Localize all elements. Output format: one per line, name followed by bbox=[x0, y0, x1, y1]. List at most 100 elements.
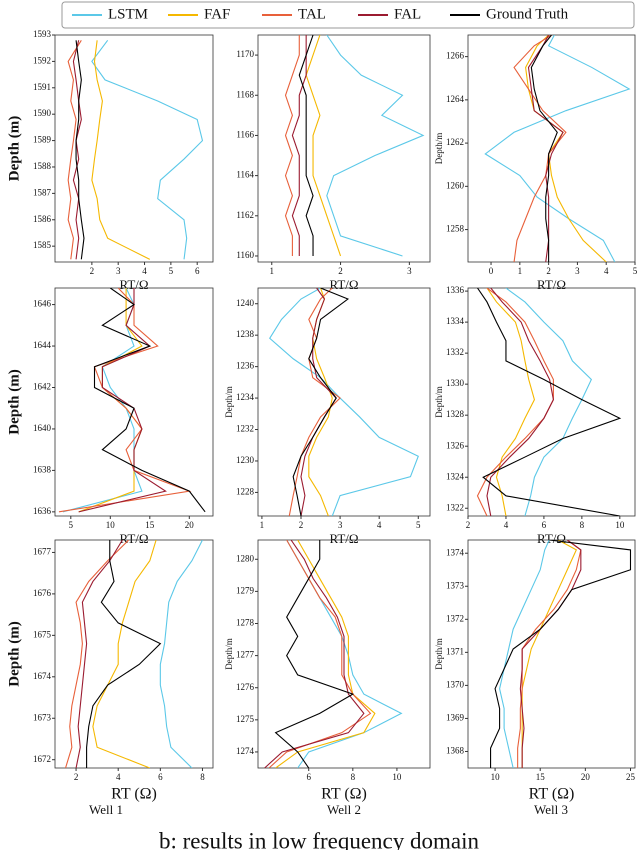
y-tick-label: 1638 bbox=[33, 464, 52, 474]
y-tick-label: 1228 bbox=[236, 486, 255, 496]
series-line bbox=[505, 288, 593, 516]
y-tick-label: 1280 bbox=[236, 553, 255, 563]
series-line bbox=[78, 288, 143, 513]
y-tick-label: 1369 bbox=[446, 712, 465, 722]
y-tick-label: 1326 bbox=[446, 440, 465, 450]
series-line bbox=[78, 288, 167, 513]
x-tick-label: 10 bbox=[392, 772, 402, 782]
y-tick-label: 1588 bbox=[33, 161, 52, 171]
x-axis-label: RT/Ω bbox=[537, 531, 566, 546]
y-tick-label: 1170 bbox=[236, 49, 254, 59]
x-tick-label: 2 bbox=[74, 772, 79, 782]
y-tick-label: 1589 bbox=[33, 135, 52, 145]
x-tick-label: 6 bbox=[306, 772, 311, 782]
x-tick-label: 4 bbox=[142, 266, 147, 276]
x-tick-label: 4 bbox=[377, 520, 382, 530]
well-label: Well 2 bbox=[327, 802, 361, 817]
series-line bbox=[159, 540, 203, 768]
y-tick-label: 1238 bbox=[236, 329, 255, 339]
y-tick-label: 1675 bbox=[33, 629, 52, 639]
y-tick-label: 1275 bbox=[236, 714, 255, 724]
plot-frame bbox=[467, 287, 636, 517]
y-tick-label: 1324 bbox=[446, 471, 465, 481]
y-tick-label: 1640 bbox=[33, 423, 52, 433]
x-tick-label: 4 bbox=[504, 520, 509, 530]
y-tick-label: 1332 bbox=[446, 347, 464, 357]
series-line bbox=[72, 40, 82, 260]
x-tick-label: 6 bbox=[195, 266, 200, 276]
series-line bbox=[484, 35, 631, 262]
y-tick-label: 1278 bbox=[236, 618, 255, 628]
y-tick-label: 1673 bbox=[33, 712, 52, 722]
y-tick-label: 1164 bbox=[236, 170, 254, 180]
y-tick-label: 1260 bbox=[446, 180, 465, 190]
y-tick-label: 1258 bbox=[446, 224, 465, 234]
series-line bbox=[292, 288, 350, 516]
y-tick-label: 1334 bbox=[446, 316, 465, 326]
y-tick-label: 1328 bbox=[446, 409, 465, 419]
y-tick-label: 1232 bbox=[236, 424, 254, 434]
x-tick-label: 4 bbox=[604, 266, 609, 276]
y-axis-label: Depth (m) bbox=[6, 621, 22, 686]
series-line bbox=[62, 288, 143, 513]
legend: LSTM FAF TAL FAL Ground Truth bbox=[72, 6, 569, 22]
x-tick-label: 6 bbox=[158, 772, 163, 782]
y-tick-label: 1677 bbox=[33, 546, 52, 556]
y-tick-label: 1585 bbox=[33, 240, 52, 250]
series-group bbox=[269, 288, 419, 516]
series-line bbox=[519, 540, 582, 768]
y-tick-label: 1162 bbox=[236, 210, 254, 220]
series-line bbox=[517, 540, 582, 768]
series-group bbox=[284, 35, 425, 257]
y-axis-label: Depth/m bbox=[434, 386, 444, 418]
series-group bbox=[65, 540, 203, 768]
legend-label: FAL bbox=[394, 6, 421, 22]
y-tick-label: 1230 bbox=[236, 455, 255, 465]
y-tick-label: 1262 bbox=[446, 137, 464, 147]
x-tick-label: 5 bbox=[633, 266, 638, 276]
y-tick-label: 1274 bbox=[236, 746, 255, 756]
x-axis-label: RT/Ω bbox=[119, 531, 148, 546]
series-group bbox=[484, 35, 631, 262]
series-group bbox=[490, 540, 632, 768]
well-label: Well 1 bbox=[89, 802, 123, 817]
series-line bbox=[521, 540, 578, 768]
x-axis-label: RT (Ω) bbox=[529, 786, 575, 803]
series-line bbox=[268, 540, 372, 768]
x-tick-label: 25 bbox=[626, 772, 636, 782]
y-axis-label: Depth/m bbox=[434, 638, 444, 670]
x-tick-label: 8 bbox=[200, 772, 205, 782]
plot-frame bbox=[257, 539, 431, 769]
series-line bbox=[93, 288, 206, 513]
x-tick-label: 1 bbox=[270, 266, 275, 276]
y-tick-label: 1236 bbox=[236, 361, 255, 371]
series-line bbox=[275, 540, 376, 768]
y-axis-label: Depth/m bbox=[434, 133, 444, 165]
series-line bbox=[499, 540, 550, 768]
y-tick-label: 1374 bbox=[446, 547, 465, 557]
series-line bbox=[490, 540, 632, 768]
plot-frame bbox=[257, 34, 431, 263]
y-tick-label: 1372 bbox=[446, 613, 464, 623]
y-tick-label: 1636 bbox=[33, 506, 52, 516]
x-axis-label: RT/Ω bbox=[329, 277, 358, 292]
legend-label: FAF bbox=[204, 6, 230, 22]
series-line bbox=[67, 39, 82, 260]
x-tick-label: 20 bbox=[581, 772, 591, 782]
y-tick-label: 1322 bbox=[446, 502, 464, 512]
legend-label: TAL bbox=[298, 6, 326, 22]
y-tick-label: 1264 bbox=[446, 94, 465, 104]
x-tick-label: 10 bbox=[615, 520, 625, 530]
series-line bbox=[269, 288, 419, 516]
series-group bbox=[476, 288, 622, 516]
x-tick-label: 1 bbox=[260, 520, 265, 530]
series-line bbox=[291, 35, 307, 256]
x-tick-label: 15 bbox=[145, 520, 155, 530]
x-tick-label: 5 bbox=[69, 520, 74, 530]
y-tick-label: 1279 bbox=[236, 585, 255, 595]
well-label: Well 3 bbox=[534, 802, 568, 817]
y-tick-label: 1591 bbox=[33, 82, 51, 92]
x-tick-label: 1 bbox=[518, 266, 523, 276]
series-line bbox=[91, 40, 151, 260]
